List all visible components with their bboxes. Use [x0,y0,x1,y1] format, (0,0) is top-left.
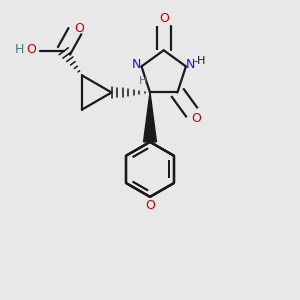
Text: O: O [26,43,36,56]
Text: -H: -H [194,56,206,66]
Text: O: O [191,112,201,125]
Text: N: N [131,58,141,71]
Text: H: H [15,43,24,56]
Text: N: N [186,58,196,71]
Text: H: H [140,76,148,86]
Text: O: O [159,12,169,25]
Text: O: O [74,22,84,35]
Polygon shape [143,92,157,142]
Text: O: O [145,200,155,212]
